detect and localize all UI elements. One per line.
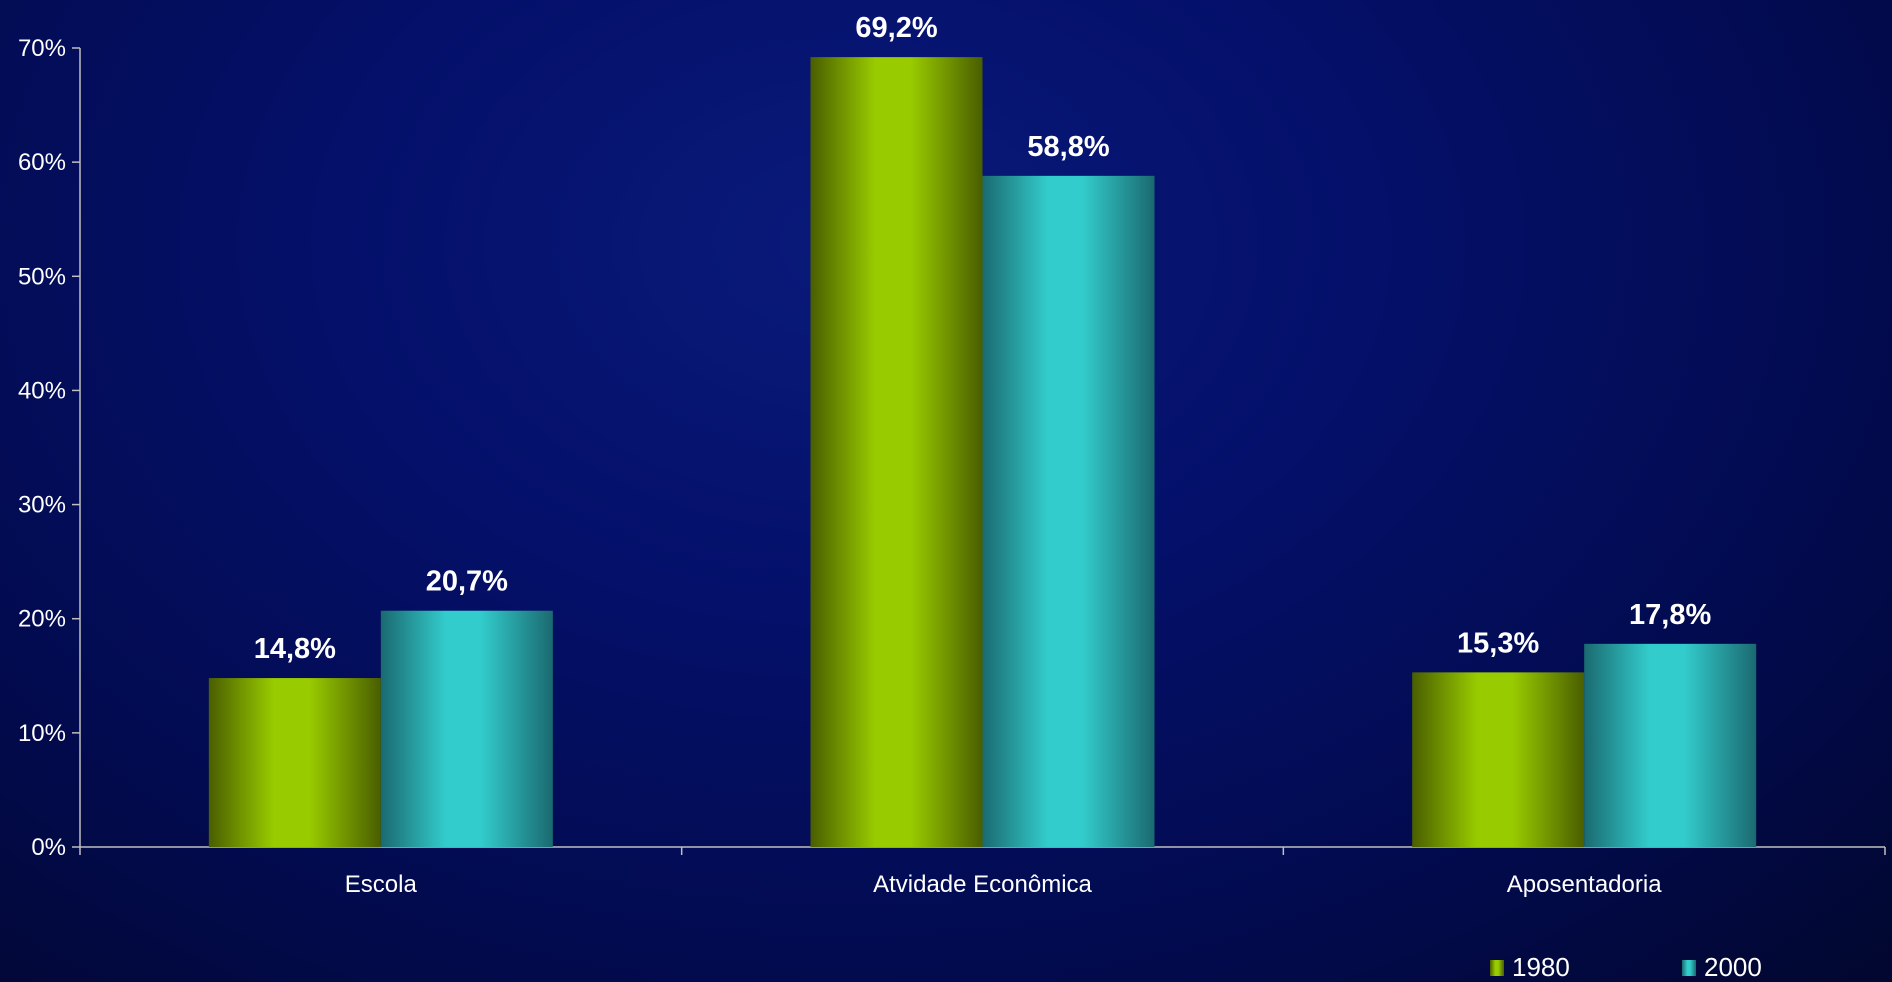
legend-item-1980: 1980 (1490, 952, 1570, 982)
bar-2000-2 (1584, 643, 1757, 847)
data-label: 17,8% (1629, 599, 1711, 631)
data-label: 15,3% (1457, 627, 1539, 659)
y-tick-label: 20% (18, 606, 66, 633)
legend-swatch (1682, 960, 1696, 976)
chart-bars (208, 57, 1757, 848)
chart-data-labels: 14,8% 20,7% 69,2% 58,8% 15,3% 17,8% (254, 12, 1712, 665)
legend-label: 2000 (1704, 952, 1762, 982)
x-tick-label: Atvidade Econômica (873, 871, 1092, 898)
bar-1980-0 (208, 678, 381, 847)
y-tick-label: 0% (31, 834, 66, 861)
chart-legend: 1980 2000 (1490, 952, 1762, 982)
data-label: 58,8% (1027, 131, 1109, 163)
bar-1980-1 (810, 57, 983, 848)
bar-2000-1 (982, 175, 1155, 848)
legend-label: 1980 (1512, 952, 1570, 982)
y-tick-label: 60% (18, 149, 66, 176)
y-tick-label: 40% (18, 377, 66, 404)
x-tick-label: Aposentadoria (1507, 871, 1662, 898)
bar-2000-0 (380, 610, 553, 847)
x-tick-label: Escola (345, 871, 418, 898)
y-tick-label: 50% (18, 263, 66, 290)
y-tick-label: 30% (18, 492, 66, 519)
legend-item-2000: 2000 (1682, 952, 1762, 982)
data-label: 20,7% (426, 566, 508, 598)
bar-1980-2 (1412, 672, 1585, 847)
y-tick-label: 70% (18, 35, 66, 62)
chart-axes: 0% 10% 20% 30% 40% 50% 60% 70% Escola Atvidade Ec… (18, 35, 1886, 898)
y-tick-label: 10% (18, 720, 66, 747)
data-label: 69,2% (855, 12, 937, 44)
data-label: 14,8% (254, 633, 336, 665)
legend-swatch (1490, 960, 1504, 976)
